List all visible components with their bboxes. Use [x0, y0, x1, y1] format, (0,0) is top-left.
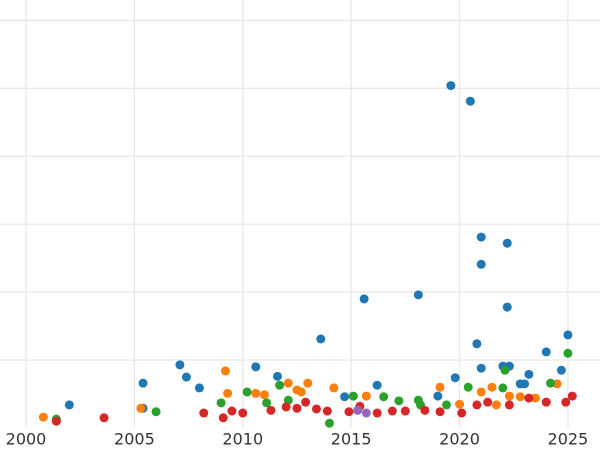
point	[498, 383, 508, 393]
point	[216, 398, 226, 408]
point	[138, 378, 148, 388]
point	[472, 339, 482, 349]
point	[324, 418, 334, 428]
point	[561, 397, 571, 407]
point	[450, 373, 460, 383]
point	[435, 382, 445, 392]
x-tick-label: 2015	[331, 430, 372, 449]
point	[361, 391, 371, 401]
point	[281, 402, 291, 412]
point	[283, 378, 293, 388]
point	[242, 387, 252, 397]
point	[552, 379, 562, 389]
point	[64, 400, 74, 410]
point	[502, 302, 512, 312]
point	[563, 330, 573, 340]
x-tick-label: 2000	[6, 430, 47, 449]
point	[181, 372, 191, 382]
point	[311, 404, 321, 414]
point	[301, 397, 311, 407]
point	[457, 408, 467, 418]
point	[465, 96, 475, 106]
point	[218, 413, 228, 423]
point	[151, 407, 161, 417]
point	[379, 392, 389, 402]
point	[502, 238, 512, 248]
point	[387, 406, 397, 416]
point	[344, 407, 354, 417]
point	[400, 406, 410, 416]
point	[251, 362, 261, 372]
point	[296, 387, 306, 397]
point	[567, 391, 577, 401]
point	[275, 380, 285, 390]
point	[251, 388, 261, 398]
point	[136, 403, 146, 413]
point	[359, 294, 369, 304]
point	[541, 397, 551, 407]
point	[520, 379, 530, 389]
point	[199, 408, 209, 418]
point	[303, 378, 313, 388]
point	[476, 387, 486, 397]
point	[316, 334, 326, 344]
point	[340, 392, 350, 402]
point	[541, 347, 551, 357]
x-tick-label: 2005	[114, 430, 155, 449]
point	[259, 390, 269, 400]
point	[262, 398, 272, 408]
point	[483, 397, 493, 407]
point	[353, 405, 363, 415]
point	[194, 383, 204, 393]
point	[329, 383, 339, 393]
point	[223, 388, 233, 398]
point	[476, 363, 486, 373]
point	[515, 392, 525, 402]
point	[227, 406, 237, 416]
point	[433, 391, 443, 401]
point	[272, 371, 282, 381]
point	[524, 369, 534, 379]
point	[500, 365, 510, 375]
point	[556, 365, 566, 375]
point	[463, 382, 473, 392]
point	[487, 382, 497, 392]
point	[442, 400, 452, 410]
point	[292, 403, 302, 413]
point	[175, 360, 185, 370]
point	[348, 391, 358, 401]
point	[563, 348, 573, 358]
point	[372, 380, 382, 390]
point	[420, 405, 430, 415]
point	[546, 378, 556, 388]
point	[322, 406, 332, 416]
point	[38, 412, 48, 422]
x-tick-label: 2010	[222, 430, 263, 449]
point	[504, 400, 514, 410]
point	[372, 408, 382, 418]
point	[491, 400, 501, 410]
point	[413, 290, 423, 300]
point	[476, 232, 486, 242]
point	[283, 395, 293, 405]
point	[361, 408, 371, 418]
point	[524, 393, 534, 403]
x-tick-label: 2020	[439, 430, 480, 449]
point	[99, 413, 109, 423]
point	[530, 393, 540, 403]
point	[435, 407, 445, 417]
point	[394, 396, 404, 406]
x-tick-label: 2025	[548, 430, 589, 449]
point	[476, 259, 486, 269]
point	[446, 81, 456, 91]
point	[238, 408, 248, 418]
point	[472, 400, 482, 410]
point	[51, 416, 61, 426]
point	[266, 405, 276, 415]
point	[455, 399, 465, 409]
point	[504, 391, 514, 401]
point	[220, 366, 230, 376]
